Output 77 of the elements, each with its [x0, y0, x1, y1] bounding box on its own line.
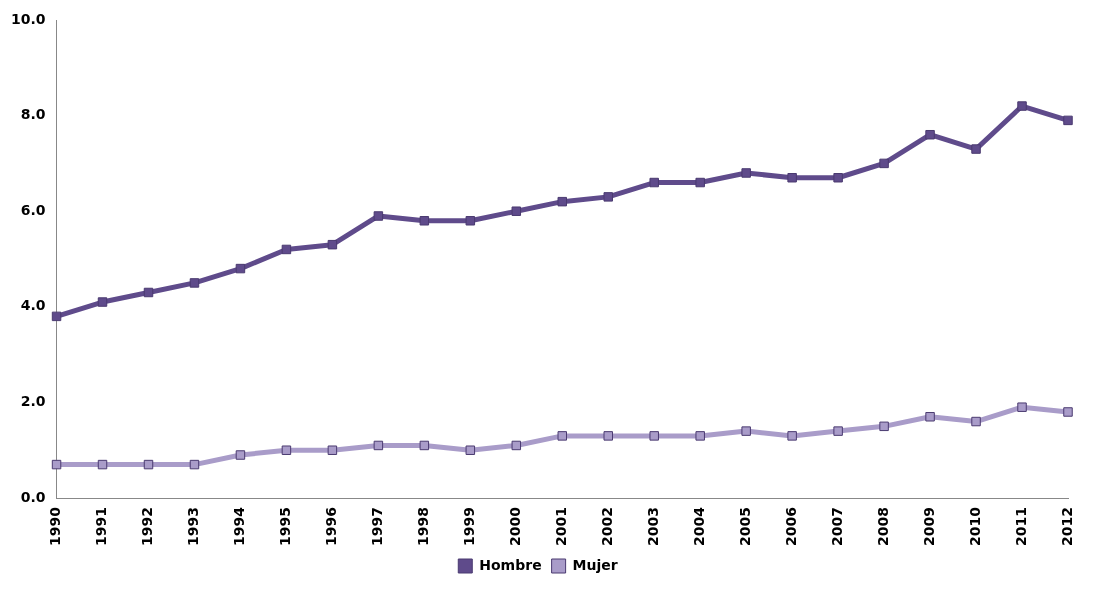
point: [1063, 407, 1073, 417]
point: [971, 144, 981, 154]
point: [925, 412, 935, 422]
point: [603, 431, 613, 441]
point: [97, 297, 108, 307]
point: [419, 216, 430, 226]
point: [511, 206, 522, 216]
x-tick-label: 2004: [690, 506, 707, 546]
legend-label: Mujer: [572, 556, 618, 573]
point: [741, 168, 751, 178]
point: [603, 192, 613, 202]
x-tick-label: 2009: [920, 507, 937, 546]
x-tick-label: 2000: [506, 506, 523, 546]
x-tick-label: 2005: [736, 507, 753, 546]
point: [189, 278, 200, 288]
point: [327, 239, 338, 250]
point: [235, 450, 246, 460]
x-tick-label: 1998: [414, 507, 431, 546]
x-tick-label: 2007: [828, 507, 845, 546]
x-tick-label: 1996: [323, 507, 340, 546]
point: [465, 216, 476, 226]
point: [787, 431, 797, 441]
point: [281, 244, 292, 255]
point: [373, 211, 384, 221]
point: [695, 431, 705, 441]
x-tick-label: 2012: [1058, 507, 1075, 546]
point: [879, 158, 889, 169]
point: [327, 445, 338, 455]
x-tick-label: 2010: [966, 506, 983, 546]
x-tick-label: 1997: [369, 507, 386, 546]
x-tick-label: 1992: [139, 507, 156, 546]
point: [787, 173, 797, 183]
point: [971, 416, 981, 427]
point: [189, 459, 200, 470]
y-tick-label: 0.0: [20, 488, 46, 505]
point: [51, 311, 62, 322]
point: [879, 421, 889, 432]
point: [1017, 101, 1027, 111]
x-tick-label: 1993: [185, 507, 202, 546]
point: [97, 459, 108, 470]
y-tick-label: 6.0: [20, 201, 46, 218]
x-tick-label: 1990: [47, 506, 64, 546]
point: [741, 426, 751, 436]
point: [511, 440, 522, 451]
point: [833, 426, 843, 436]
point: [143, 459, 154, 470]
y-tick-label: 10.0: [11, 10, 46, 27]
point: [419, 440, 430, 451]
x-tick-label: 2001: [552, 507, 569, 546]
y-tick-label: 2.0: [20, 393, 46, 410]
legend-label: Hombre: [479, 556, 542, 573]
y-tick-label: 8.0: [20, 106, 46, 123]
point: [143, 287, 154, 298]
x-tick-label: 2011: [1012, 507, 1029, 546]
x-tick-label: 1991: [93, 507, 110, 546]
x-tick-label: 1999: [460, 507, 477, 546]
point: [281, 445, 292, 455]
point: [1017, 402, 1027, 412]
point: [557, 196, 568, 207]
point: [373, 440, 384, 451]
point: [649, 431, 659, 441]
x-tick-label: 2002: [598, 507, 615, 546]
y-tick-label: 4.0: [20, 297, 46, 314]
x-tick-label: 1994: [231, 506, 248, 546]
x-tick-label: 2006: [782, 507, 799, 546]
point: [925, 129, 935, 140]
x-tick-label: 2008: [874, 507, 891, 546]
x-tick-label: 2003: [644, 507, 661, 546]
point: [833, 173, 843, 183]
point: [235, 263, 246, 274]
point: [465, 445, 476, 455]
point: [649, 177, 659, 188]
point: [1063, 115, 1073, 126]
point: [695, 177, 705, 188]
point: [557, 431, 568, 441]
x-tick-label: 1995: [277, 507, 294, 546]
point: [51, 459, 62, 470]
